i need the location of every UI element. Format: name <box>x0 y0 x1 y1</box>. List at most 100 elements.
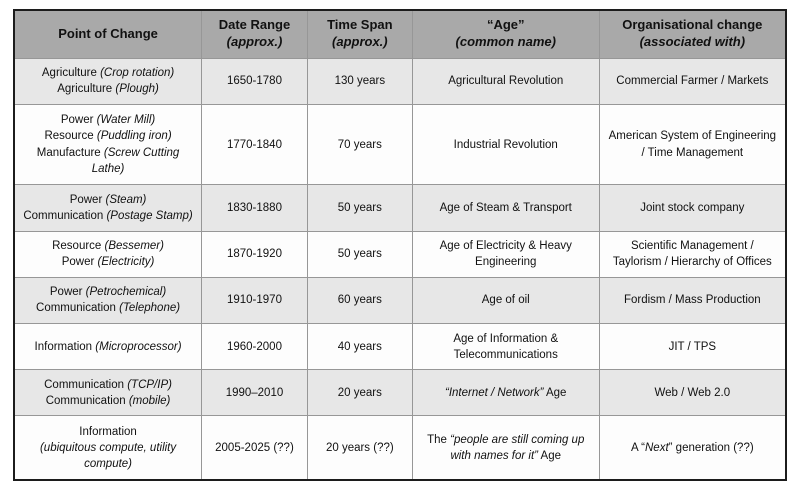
cell-text: A “ <box>630 441 645 454</box>
table-cell-r2-c3: Age of Steam & Transport <box>411 184 600 232</box>
cell-text-italic: (ubiquitous compute, utility compute) <box>39 441 177 470</box>
table-cell-r2-c2: 50 years <box>306 184 413 232</box>
cell-text: Communication <box>44 378 128 391</box>
column-header-label: Point of Change <box>58 25 158 41</box>
cell-line: 50 years <box>314 246 406 262</box>
cell-text: 60 years <box>337 294 382 307</box>
cell-line: Information (Microprocessor) <box>21 339 195 355</box>
cell-line: 2005-2025 (??) <box>208 440 301 456</box>
cell-line: Communication (Telephone) <box>21 300 195 316</box>
cell-text-italic: (Electricity) <box>97 256 155 269</box>
cell-line: Scientific Management / Taylorism / Hier… <box>606 238 779 270</box>
cell-text: 20 years <box>337 386 382 399</box>
table-cell-r0-c1: 1650-1780 <box>201 57 308 105</box>
column-header-label: “Age” <box>486 17 525 33</box>
table-cell-r5-c0: Information (Microprocessor) <box>13 323 203 371</box>
cell-line: 1960-2000 <box>208 339 301 355</box>
cell-text: 40 years <box>337 340 382 353</box>
table-cell-r7-c3: The “people are still coming up with nam… <box>411 415 600 481</box>
cell-text: 1960-2000 <box>226 340 282 353</box>
cell-text-italic: Next <box>645 441 669 454</box>
cell-line: Communication (Postage Stamp) <box>21 208 195 224</box>
cell-text: Communication <box>23 210 107 222</box>
cell-text: Power <box>49 286 86 299</box>
cell-line: Power (Petrochemical) <box>21 284 195 300</box>
cell-text: American System of Engineering / Time Ma… <box>608 130 777 159</box>
cell-line: Communication (TCP/IP) <box>21 377 195 393</box>
cell-text: Communication <box>45 394 129 407</box>
table-cell-r5-c4: JIT / TPS <box>598 323 787 371</box>
cell-text: Age of Electricity & Heavy Engineering <box>439 240 572 269</box>
column-header-label: Organisational change <box>622 17 763 33</box>
table-cell-r1-c3: Industrial Revolution <box>411 103 600 186</box>
cell-line: 1830-1880 <box>208 200 301 216</box>
column-header-label: Time Span <box>327 17 393 33</box>
table-figure: Point of Change Date Range (approx.) Time S… <box>13 9 787 481</box>
cell-line: 50 years <box>314 200 406 216</box>
cell-text: 1770-1840 <box>226 138 282 151</box>
cell-line: 20 years <box>314 385 406 401</box>
table-cell-r6-c0: Communication (TCP/IP) Communication (mob… <box>13 369 203 417</box>
table-cell-r4-c4: Fordism / Mass Production <box>598 276 787 325</box>
cell-text: 50 years <box>337 201 382 214</box>
table-row-6: Communication (TCP/IP) Communication (mob… <box>13 369 787 417</box>
cell-line: “Internet / Network” Age <box>419 385 593 401</box>
cell-line: 130 years <box>314 73 406 89</box>
cell-line: The “people are still coming up with nam… <box>419 432 593 464</box>
cell-text: Resource <box>52 240 105 253</box>
cell-line: Age of oil <box>419 292 593 308</box>
table-cell-r5-c1: 1960-2000 <box>201 323 308 371</box>
table-cell-r4-c0: Power (Petrochemical) Communication (Tele… <box>13 276 203 325</box>
cell-text: 1650-1780 <box>226 75 282 88</box>
cell-line: Joint stock company <box>606 200 779 216</box>
cell-text-italic: (TCP/IP) <box>127 378 172 391</box>
table-cell-r0-c0: Agriculture (Crop rotation) Agriculture (… <box>13 57 203 105</box>
cell-text: Age <box>543 386 567 399</box>
cell-text: Age of Information & Telecommunications <box>453 332 559 361</box>
cell-line: 1910-1970 <box>208 292 301 308</box>
cell-line: Information <box>21 424 195 440</box>
cell-line: Resource (Puddling iron) <box>21 128 195 144</box>
cell-text: Fordism / Mass Production <box>623 294 761 307</box>
cell-text-italic: “people are still coming up with names f… <box>450 433 585 462</box>
table-cell-r7-c0: Information (ubiquitous compute, utility … <box>13 415 203 481</box>
cell-text-italic: (Postage Stamp) <box>106 210 193 222</box>
table-row-3: Resource (Bessemer) Power (Electricity) 18… <box>13 230 787 278</box>
table-body: Agriculture (Crop rotation) Agriculture (… <box>13 57 787 481</box>
cell-line: 20 years (??) <box>314 440 406 456</box>
table-cell-r7-c2: 20 years (??) <box>306 415 413 481</box>
cell-text: Manufacture <box>36 146 104 159</box>
cell-line: 70 years <box>314 137 406 153</box>
cell-line: 1870-1920 <box>208 246 301 262</box>
cell-text: 1870-1920 <box>226 248 282 261</box>
table-header: Point of Change Date Range (approx.) Time S… <box>13 9 787 59</box>
cell-line: 1650-1780 <box>208 73 301 89</box>
cell-text: The <box>427 433 451 446</box>
cell-text-italic: (Telephone) <box>119 302 181 315</box>
table-row-4: Power (Petrochemical) Communication (Tele… <box>13 276 787 325</box>
cell-line: Power (Water Mill) <box>21 112 195 128</box>
cell-line: Power (Electricity) <box>21 254 195 270</box>
table-cell-r6-c1: 1990–2010 <box>201 369 308 417</box>
cell-line: Fordism / Mass Production <box>606 292 779 308</box>
cell-text: Age of Steam & Transport <box>439 201 572 214</box>
cell-text-italic: (Bessemer) <box>104 240 164 253</box>
cell-text: Power <box>60 114 97 127</box>
table-cell-r4-c3: Age of oil <box>411 276 600 325</box>
cell-line: (ubiquitous compute, utility compute) <box>21 440 195 472</box>
column-header-subtitle: (associated with) <box>639 34 746 50</box>
column-header-1: Date Range (approx.) <box>201 9 308 59</box>
cell-line: Agriculture (Crop rotation) <box>21 65 195 81</box>
cell-text: Age of oil <box>481 294 530 307</box>
table-cell-r6-c3: “Internet / Network” Age <box>411 369 600 417</box>
cell-text: Power <box>69 193 106 206</box>
cell-line: Age of Steam & Transport <box>419 200 593 216</box>
cell-text: 50 years <box>337 248 382 261</box>
cell-line: Power (Steam) <box>21 192 195 208</box>
cell-text: Agriculture <box>57 83 116 96</box>
cell-line: Agriculture (Plough) <box>21 81 195 97</box>
table-row-5: Information (Microprocessor) 1960-2000 40 … <box>13 323 787 371</box>
cell-line: Commercial Farmer / Markets <box>606 73 779 89</box>
table-cell-r4-c1: 1910-1970 <box>201 276 308 325</box>
table-row-1: Power (Water Mill) Resource (Puddling iro… <box>13 103 787 186</box>
